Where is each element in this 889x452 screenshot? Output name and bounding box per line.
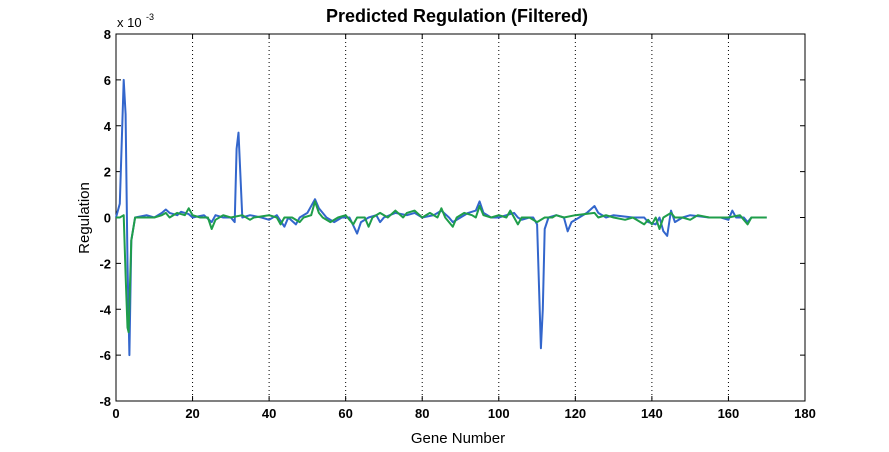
x-tick-label: 180	[794, 406, 816, 421]
y-tick-label: -4	[99, 302, 111, 317]
chart-title: Predicted Regulation (Filtered)	[326, 6, 588, 26]
x-tick-label: 160	[718, 406, 740, 421]
x-tick-label: 20	[185, 406, 199, 421]
series-line-2	[116, 200, 767, 334]
y-axis-label: Regulation	[76, 182, 93, 254]
y-exponent-power: -3	[146, 12, 154, 22]
x-tick-label: 120	[564, 406, 586, 421]
y-tick-label: 4	[104, 119, 112, 134]
y-tick-label: -8	[99, 394, 111, 409]
y-tick-label: -6	[99, 348, 111, 363]
x-tick-label: 80	[415, 406, 429, 421]
x-tick-label: 0	[112, 406, 119, 421]
y-tick-label: 6	[104, 73, 111, 88]
x-tick-label: 60	[338, 406, 352, 421]
axis-ticks: 0 20 40 60 80 100 120 140 160 180 -8 -6 -4 -2 0 2 4 6 8	[99, 27, 815, 421]
x-tick-label: 140	[641, 406, 663, 421]
y-tick-label: 0	[104, 211, 111, 226]
x-axis-label: Gene Number	[411, 430, 505, 447]
y-tick-label: -2	[99, 256, 111, 271]
series-lines	[115, 78, 767, 357]
y-tick-label: 8	[104, 27, 111, 42]
y-exponent-base: x 10	[117, 15, 142, 30]
y-tick-label: 2	[104, 165, 111, 180]
x-tick-label: 100	[488, 406, 510, 421]
x-tick-label: 40	[262, 406, 276, 421]
